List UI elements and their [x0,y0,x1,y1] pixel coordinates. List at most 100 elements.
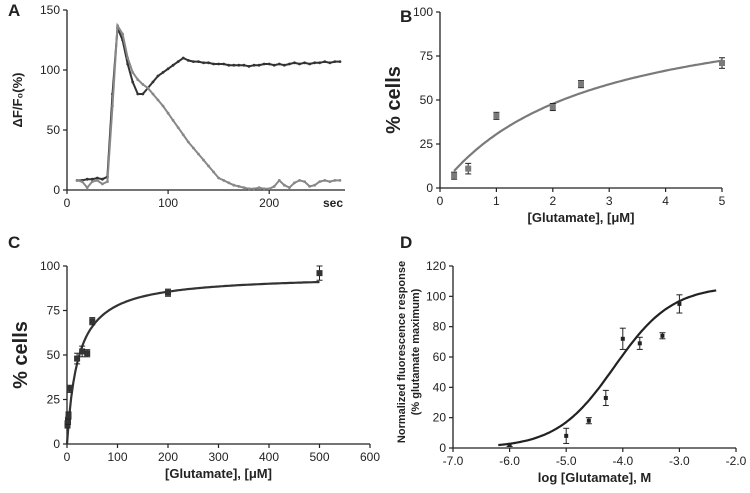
data-point [66,385,73,392]
series-point [318,61,322,65]
panel-c: C 0 25 50 75 100 0 100 200 300 400 500 600 [Glutamate… [8,233,380,481]
series-point [95,176,99,180]
y-axis-label: Normalized fluorescence response [396,261,408,443]
y-tick-label: 60 [433,350,447,364]
y-tick-label: 0 [53,437,60,451]
series-point [257,186,261,190]
x-tick-label: -6.0 [499,454,520,468]
data-point [451,172,458,179]
series-point [293,181,296,185]
x-tick-label: 0 [64,196,71,210]
series-point [136,92,140,96]
series-point [277,62,281,66]
series-point [242,186,246,190]
y-axis-label: % cells [383,66,405,134]
series-point [126,62,130,66]
x-tick-label: 600 [360,450,380,464]
series-point [277,179,281,182]
series-point [207,61,210,65]
series-point [197,60,200,63]
series-point [100,182,104,186]
series-point [212,170,215,174]
x-unit-label: sec [323,196,343,210]
x-tick-label: -2.0 [726,454,747,468]
series-point [90,177,94,181]
series-point [171,63,175,67]
x-tick-label: -3.0 [669,454,690,468]
series-point [252,187,256,191]
data-point [74,355,81,362]
series-point [308,185,312,188]
x-tick-label: 200 [259,196,279,210]
y-tick-label: 20 [433,411,447,425]
series-point [131,80,135,84]
series-point [85,186,89,190]
y-tick-label: 120 [426,259,446,273]
y-tick-label: 0 [53,183,60,197]
series-point [156,98,160,102]
series-point [186,59,190,62]
series-point [242,63,246,67]
series-point [141,92,145,96]
series-point [186,140,190,144]
series-point [323,60,327,63]
series-point [303,61,306,65]
series-point [176,60,180,63]
series-point [333,179,337,182]
series-point [217,62,221,66]
panel-letter-b: B [400,7,412,26]
x-axis-label: log [Glutamate], M [538,470,651,485]
series-point [146,86,150,90]
data-point [84,350,91,357]
series-point [313,61,317,65]
series-point [222,62,226,66]
x-tick-label: 2 [549,194,556,208]
series-point [141,83,145,86]
series-point [191,146,195,150]
series-point [85,177,89,181]
series-point [181,56,185,60]
y-axis-label: % cells [10,321,32,389]
series-point [247,187,251,191]
y-axis-label: ΔF/F₀(%) [10,73,25,128]
series-point [237,63,241,67]
series-point [151,92,155,96]
series-point [313,183,317,187]
data-point [586,418,591,423]
fit-curve [65,280,320,445]
series-point [156,74,160,78]
data-point [549,104,556,111]
series-point [227,63,231,67]
x-tick-label: 500 [309,450,329,464]
x-tick-label: -4.0 [612,454,633,468]
series-point [95,179,99,182]
data-point [89,318,96,325]
x-tick-label: 5 [719,194,726,208]
data-point [507,442,512,447]
series-point [252,63,256,67]
x-axis-label: [Glutamate], [μM] [528,210,635,225]
series-point [191,60,195,63]
x-tick-label: 100 [107,450,127,464]
series-point [90,180,94,184]
x-tick-label: 0 [437,194,444,208]
y-tick-label: 25 [47,393,61,407]
series-point [80,180,84,184]
series-point [293,61,296,65]
series-point [333,60,337,63]
series-point [111,104,114,108]
x-tick-label: 400 [259,450,279,464]
panel-d: D 0 20 40 60 80 100 120 -7.0 -6.0 -5.0 -4.0 -3.0 -2.0… [396,233,747,485]
series-point [100,177,104,181]
panel-a: A 0 50 100 150 0 100 200 sec ΔF/F₀(%) [8,1,345,210]
y-tick-label: 100 [40,63,60,77]
series-point [161,104,165,108]
series-point [222,179,226,182]
y-tick-label: 80 [433,320,447,334]
x-tick-label: -5.0 [556,454,577,468]
y-axis-label-2: (% glutamate maximum) [410,288,422,415]
y-tick-label: 100 [413,5,433,19]
y-tick-label: 75 [47,304,61,318]
data-point [637,341,642,346]
